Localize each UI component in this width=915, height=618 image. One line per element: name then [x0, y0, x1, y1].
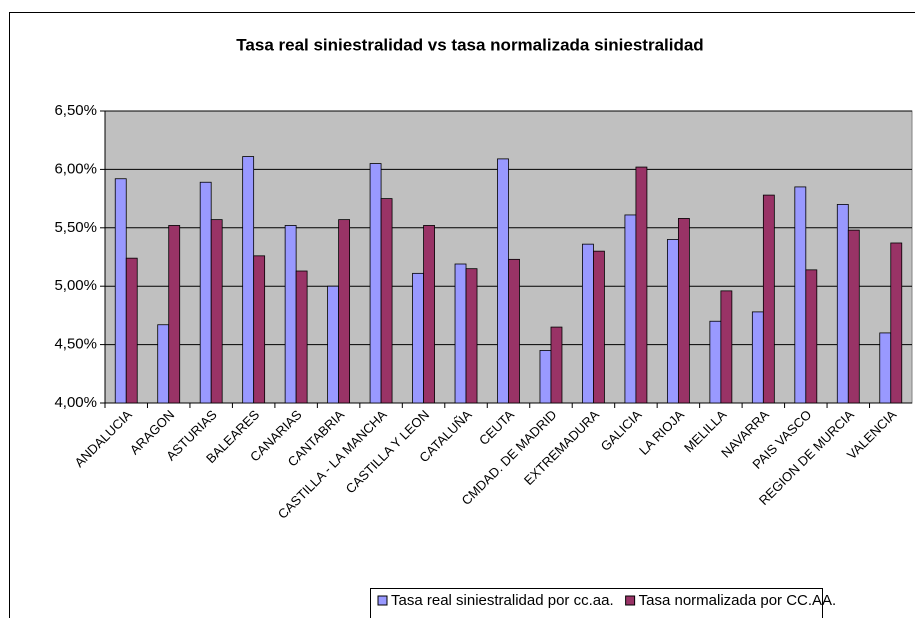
- legend-swatch: [377, 595, 388, 606]
- bar: [168, 225, 181, 404]
- bar: [582, 243, 594, 404]
- bar: [666, 239, 679, 404]
- bar: [253, 255, 266, 404]
- legend-swatch: [625, 595, 636, 606]
- bar: [114, 178, 127, 404]
- y-tick-label: 4,50%: [54, 336, 97, 353]
- bar: [593, 250, 605, 404]
- bar: [465, 268, 478, 404]
- bar: [454, 263, 467, 404]
- legend-box: [370, 588, 823, 618]
- bar: [836, 204, 849, 404]
- bar: [380, 198, 393, 404]
- bar: [423, 225, 435, 404]
- bar: [805, 269, 818, 404]
- bar: [125, 257, 138, 404]
- bar: [284, 225, 297, 404]
- bar: [709, 320, 722, 404]
- bar: [539, 350, 552, 404]
- chart-title: Tasa real siniestralidad vs tasa normali…: [236, 35, 703, 54]
- bar: [847, 229, 860, 404]
- bar: [677, 218, 690, 404]
- bar: [369, 163, 382, 404]
- bar: [550, 326, 563, 404]
- y-tick-label: 6,00%: [54, 160, 97, 177]
- bar: [635, 166, 648, 404]
- bar: [412, 272, 424, 404]
- legend: Tasa real siniestralidad por cc.aa. Tasa …: [370, 588, 837, 618]
- bar: [210, 219, 223, 404]
- y-tick-label: 5,00%: [54, 277, 97, 294]
- bar: [327, 285, 340, 404]
- bar: [624, 214, 637, 404]
- bar: [295, 270, 308, 404]
- legend-label: Tasa real siniestralidad por cc.aa.: [391, 592, 614, 609]
- bar: [720, 290, 733, 404]
- bar: [242, 156, 255, 404]
- bar: [751, 311, 764, 404]
- bar: [338, 219, 351, 404]
- bar: [879, 332, 892, 404]
- bar: [762, 194, 775, 404]
- y-tick-label: 4,00%: [54, 394, 97, 411]
- bar: [199, 181, 212, 404]
- bar: [508, 258, 520, 404]
- bar: [157, 324, 170, 404]
- legend-label: Tasa normalizada por CC.AA.: [639, 592, 837, 609]
- bar: [497, 158, 509, 404]
- bar: [794, 186, 807, 404]
- y-tick-label: 6,50%: [54, 102, 97, 119]
- bar: [890, 242, 903, 404]
- y-tick-label: 5,50%: [54, 219, 97, 236]
